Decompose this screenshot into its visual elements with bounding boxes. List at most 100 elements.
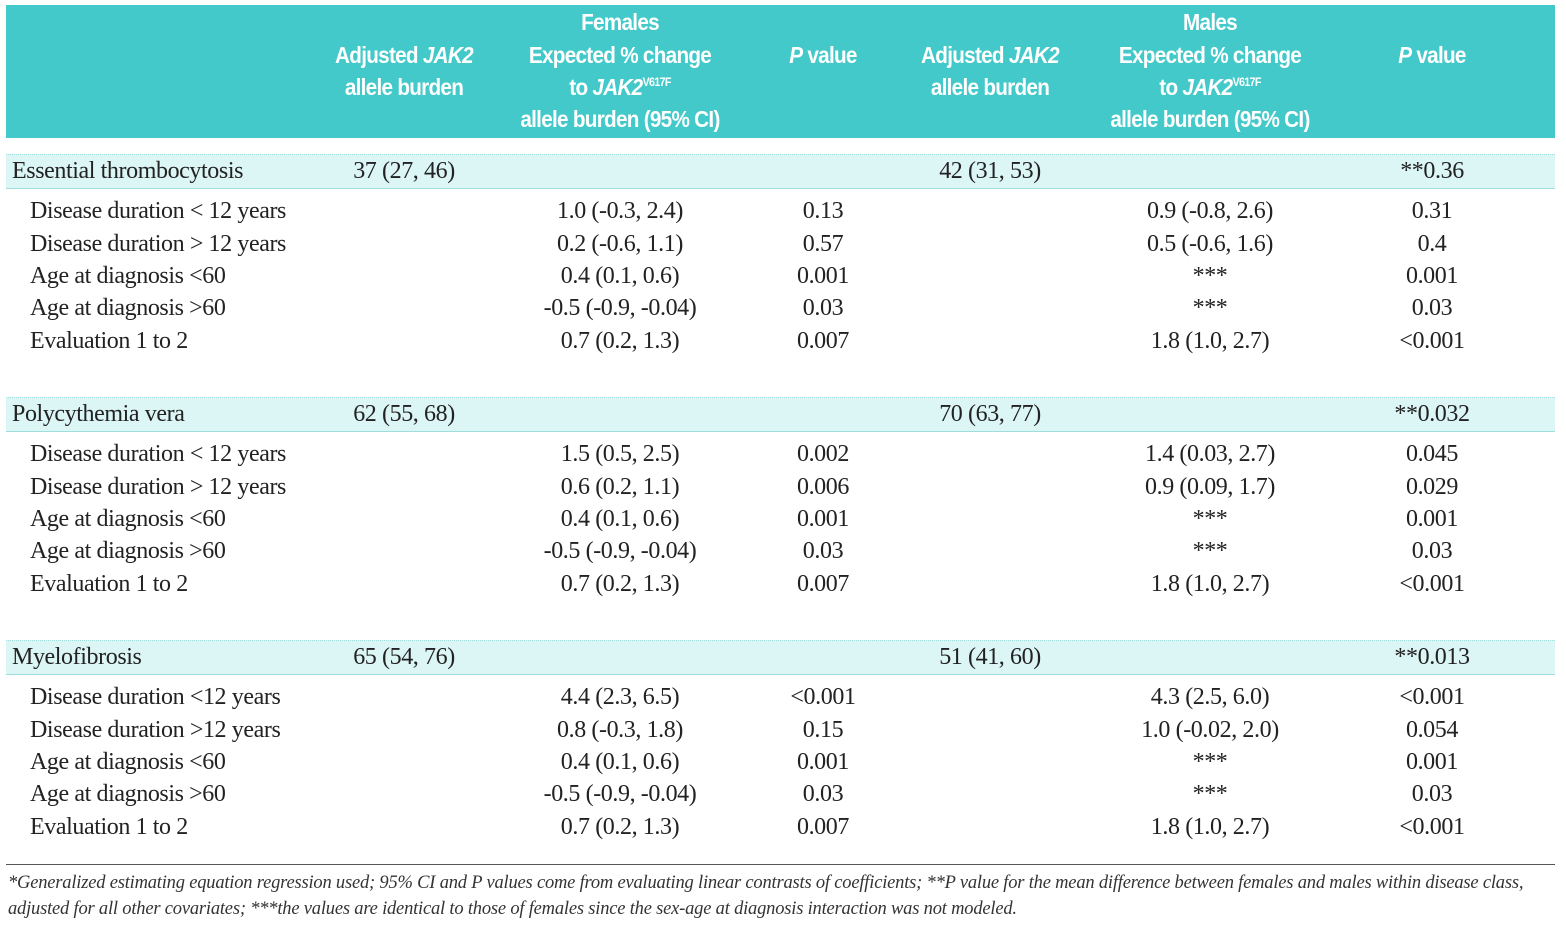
male-burden: 70 (63, 77) [939,401,1041,427]
header-text: to [1159,74,1178,100]
cell: 0.7 (0.2, 1.3) [560,814,680,840]
cell: 0.007 [796,328,849,354]
cell: 4.3 (2.5, 6.0) [1150,684,1270,710]
header-text: Adjusted [335,42,419,68]
row-label: Disease duration <12 years [30,684,281,710]
header-text: JAK2 [1008,42,1060,68]
cell: 0.03 [802,295,844,321]
header-text: P [1398,42,1412,68]
cell: 1.4 (0.03, 2.7) [1145,441,1275,467]
header-cell: Adjusted JAK2 allele burden [269,39,539,103]
header-text: allele burden (95% CI) [1110,106,1310,132]
cell: <0.001 [1399,684,1465,710]
cell: 0.9 (-0.8, 2.6) [1147,198,1273,224]
header-cell: P value [1297,39,1566,71]
cell: 0.001 [796,263,849,289]
row-label: Age at diagnosis <60 [30,506,226,532]
header-text: allele burden [344,74,464,100]
p-difference: **0.36 [1400,158,1464,184]
cell: 0.001 [1405,749,1458,775]
p-difference: **0.013 [1394,644,1470,670]
row-label: Age at diagnosis >60 [30,538,226,564]
header-text: allele burden (95% CI) [520,106,720,132]
cell: *** [1192,263,1228,289]
row-label: Age at diagnosis <60 [30,749,226,775]
cell: 0.001 [1405,263,1458,289]
cell: 4.4 (2.3, 6.5) [560,684,680,710]
row-label: Disease duration >12 years [30,717,281,743]
cell: 0.03 [802,781,844,807]
cell: 0.15 [802,717,844,743]
row-label: Disease duration < 12 years [30,198,286,224]
cell: 0.57 [802,231,844,257]
cell: *** [1192,781,1228,807]
header-text: to [569,74,588,100]
male-burden: 42 (31, 53) [939,158,1041,184]
header-text: V617F [1232,75,1261,89]
cell: 0.001 [1405,506,1458,532]
cell: 0.2 (-0.6, 1.1) [557,231,683,257]
group-row-band [6,640,1555,675]
cell: 0.029 [1405,474,1458,500]
cell: 0.4 (0.1, 0.6) [560,749,680,775]
footnote: *Generalized estimating equation regress… [8,873,1524,919]
group-name: Essential thrombocytosis [12,158,244,184]
female-burden: 62 (55, 68) [353,401,455,427]
cell: 0.03 [1411,538,1453,564]
header-text: JAK2 [1182,74,1233,100]
cell: 0.7 (0.2, 1.3) [560,571,680,597]
cell: -0.5 (-0.9, -0.04) [543,538,697,564]
cell: 0.7 (0.2, 1.3) [560,328,680,354]
cell: 1.8 (1.0, 2.7) [1150,328,1270,354]
cell: 0.5 (-0.6, 1.6) [1147,231,1273,257]
cell: 0.002 [796,441,849,467]
header-text: allele burden [930,74,1050,100]
header-males: Males [1183,9,1238,35]
header-text: Expected % change [1118,42,1302,68]
row-label: Evaluation 1 to 2 [30,328,188,354]
cell: *** [1192,749,1228,775]
row-label: Age at diagnosis >60 [30,781,226,807]
cell: 0.045 [1405,441,1458,467]
cell: 0.4 (0.1, 0.6) [560,506,680,532]
header-band [6,5,1555,138]
cell: -0.5 (-0.9, -0.04) [543,781,697,807]
header-text: value [807,42,857,68]
group-name: Myelofibrosis [12,644,142,670]
cell: 1.5 (0.5, 2.5) [560,441,680,467]
header-cell: Expected % change to JAK2V617F allele bu… [485,39,755,135]
cell: 0.4 (0.1, 0.6) [560,263,680,289]
header-text: JAK2 [422,42,474,68]
header-cell: P value [688,39,958,71]
row-label: Disease duration < 12 years [30,441,286,467]
header-cell: Expected % change to JAK2V617F allele bu… [1075,39,1345,135]
cell: 0.007 [796,571,849,597]
cell: 0.6 (0.2, 1.1) [560,474,680,500]
header-text: value [1416,42,1466,68]
cell: 0.03 [1411,295,1453,321]
cell: 1.8 (1.0, 2.7) [1150,814,1270,840]
cell: <0.001 [1399,814,1465,840]
cell: 1.8 (1.0, 2.7) [1150,571,1270,597]
row-label: Evaluation 1 to 2 [30,814,188,840]
header-text: Expected % change [528,42,712,68]
header-text: JAK2 [592,74,643,100]
cell: 0.03 [1411,781,1453,807]
cell: 0.007 [796,814,849,840]
row-label: Age at diagnosis >60 [30,295,226,321]
row-label: Evaluation 1 to 2 [30,571,188,597]
group-row-band [6,397,1555,432]
cell: 1.0 (-0.02, 2.0) [1141,717,1279,743]
cell: 0.4 [1417,231,1447,257]
cell: 0.006 [796,474,849,500]
row-label: Age at diagnosis <60 [30,263,226,289]
p-difference: **0.032 [1394,401,1470,427]
male-burden: 51 (41, 60) [939,644,1041,670]
cell: -0.5 (-0.9, -0.04) [543,295,697,321]
header-females: Females [581,9,660,35]
cell: <0.001 [1399,328,1465,354]
cell: 0.8 (-0.3, 1.8) [557,717,683,743]
cell: *** [1192,295,1228,321]
header-text: V617F [642,75,671,89]
